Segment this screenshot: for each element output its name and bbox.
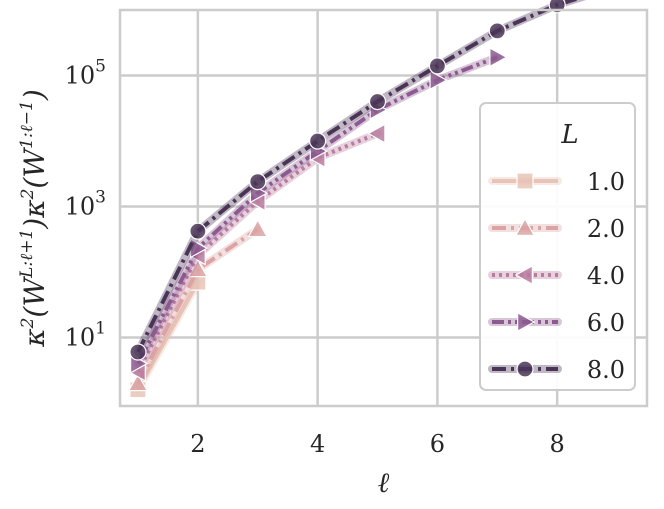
series-line bbox=[136, 131, 379, 373]
data-point bbox=[189, 222, 207, 240]
data-point bbox=[129, 343, 147, 361]
data-point bbox=[428, 57, 446, 75]
legend-label: 4.0 bbox=[587, 262, 625, 290]
series-2-0 bbox=[127, 218, 268, 392]
legend-label: 8.0 bbox=[587, 356, 625, 384]
x-tick-label: 2 bbox=[190, 430, 205, 458]
data-point bbox=[187, 258, 209, 278]
legend-label: 2.0 bbox=[587, 215, 625, 243]
data-point bbox=[368, 92, 387, 111]
data-point bbox=[127, 372, 149, 392]
x-tick-labels: 2 4 6 8 bbox=[190, 430, 565, 458]
series-line-halo bbox=[134, 129, 382, 376]
data-point bbox=[249, 172, 267, 191]
data-point bbox=[429, 69, 448, 91]
legend-entry: 4.0 bbox=[488, 262, 625, 290]
legend-entry: 8.0 bbox=[488, 356, 625, 384]
legend-label: 6.0 bbox=[587, 309, 625, 337]
legend-entry: 2.0 bbox=[488, 215, 625, 243]
data-point bbox=[309, 132, 327, 150]
data-point bbox=[247, 218, 268, 238]
legend-box bbox=[479, 102, 636, 391]
series-layer bbox=[127, 0, 587, 399]
legend-title: L bbox=[560, 120, 578, 150]
data-point bbox=[367, 123, 386, 144]
y-tick-label: 101 bbox=[65, 319, 106, 352]
y-tick-label: 103 bbox=[65, 188, 106, 221]
y-axis-label: κ2(WL:ℓ+1)κ2(W1:ℓ−1) bbox=[17, 89, 51, 348]
y-tick-label: 105 bbox=[65, 57, 106, 90]
y-tick-labels: 101 103 105 bbox=[65, 57, 106, 352]
data-point bbox=[489, 47, 508, 68]
series-line bbox=[136, 281, 200, 391]
legend-marker bbox=[516, 172, 534, 190]
legend: L 1.0 2.0 4.0 6.0 8.0 bbox=[479, 102, 636, 391]
x-tick-label: 8 bbox=[550, 430, 565, 458]
x-tick-label: 6 bbox=[430, 430, 445, 458]
legend-marker bbox=[514, 264, 533, 286]
legend-marker bbox=[514, 217, 536, 236]
plot-area-frame bbox=[118, 8, 649, 408]
series-8-0 bbox=[129, 0, 587, 361]
x-tick-label: 4 bbox=[310, 430, 325, 458]
legend-entry: 1.0 bbox=[488, 168, 625, 196]
legend-entry: 6.0 bbox=[488, 309, 625, 337]
data-point bbox=[488, 22, 506, 40]
legend-label: 1.0 bbox=[587, 168, 625, 196]
legend-marker bbox=[517, 311, 536, 333]
legend-marker bbox=[516, 360, 534, 378]
x-axis-label: ℓ bbox=[378, 466, 390, 499]
